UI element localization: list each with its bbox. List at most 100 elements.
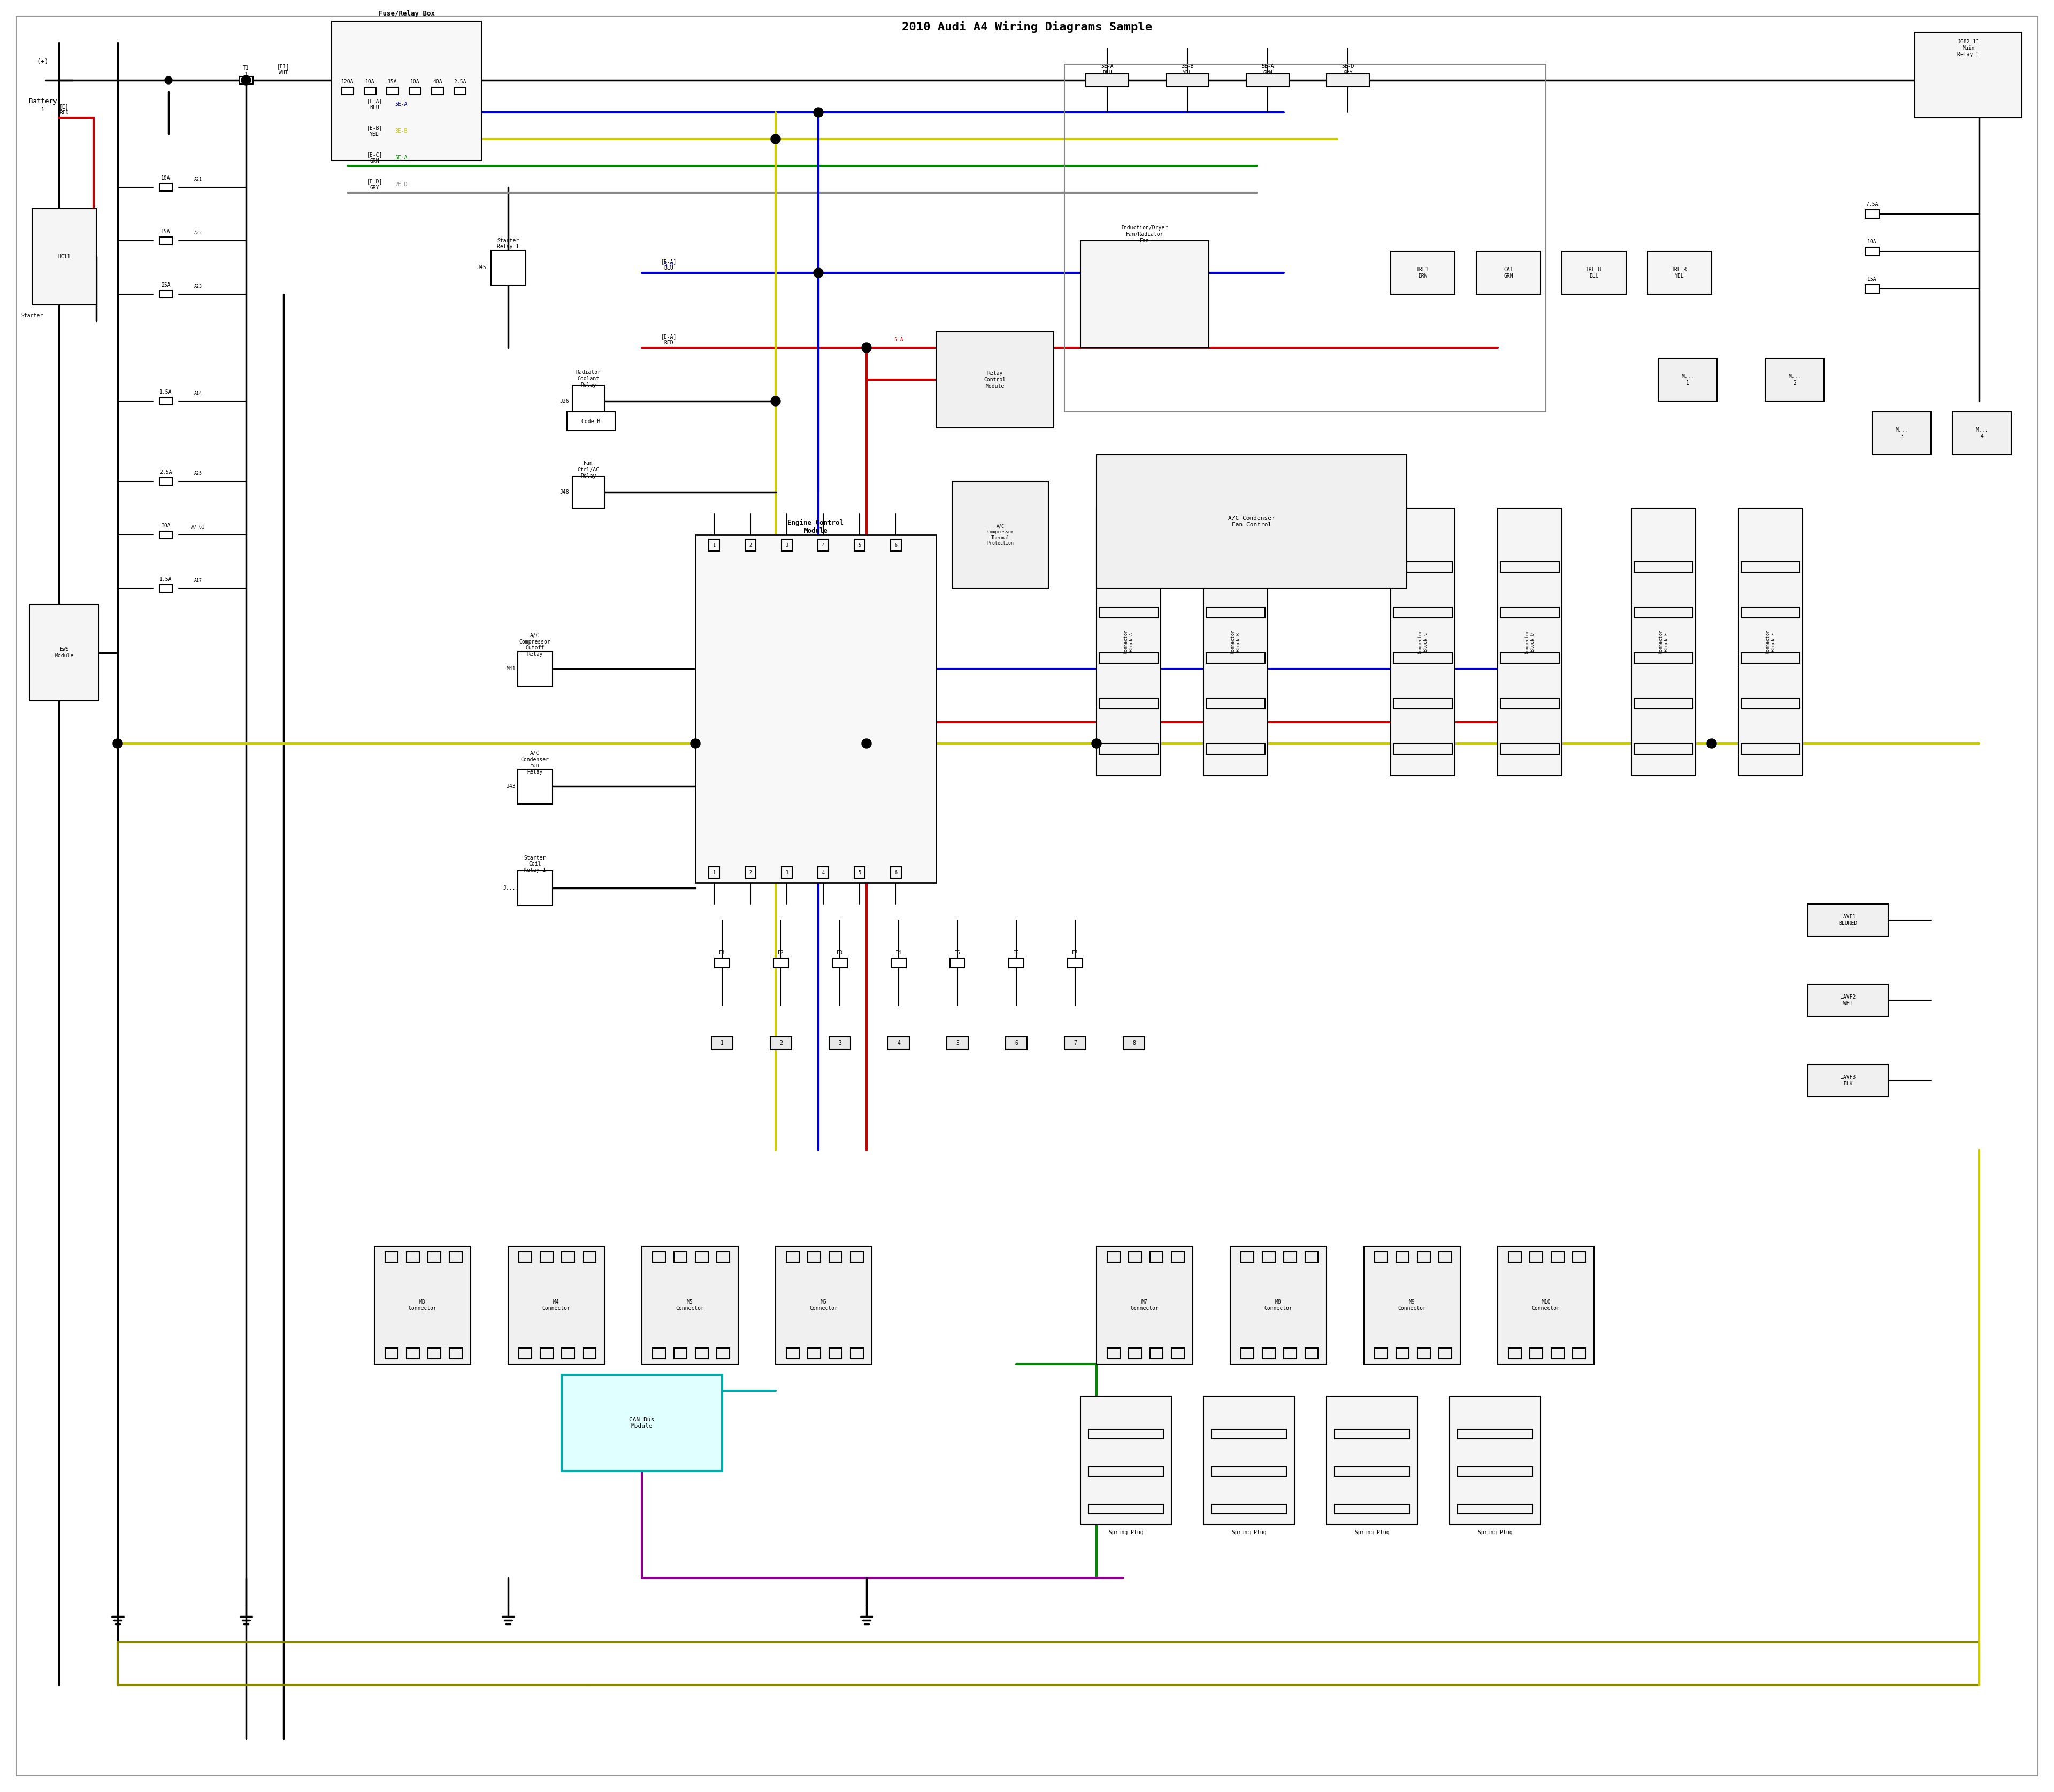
Bar [653,1253,665,1262]
Text: 1: 1 [713,871,715,874]
Bar [407,1253,419,1262]
Bar [709,539,719,550]
Bar [1009,959,1023,968]
Bar [1635,744,1692,754]
Bar [1742,744,1799,754]
Text: T1
1: T1 1 [242,65,249,77]
Bar [891,539,902,550]
Text: Battery: Battery [29,99,58,106]
Bar [1080,1396,1171,1525]
Bar [1417,1348,1430,1358]
Bar [1241,1253,1253,1262]
Bar [1808,1064,1888,1097]
Text: 5-A: 5-A [893,337,904,342]
Text: 3E-B
YEL: 3E-B YEL [1181,65,1193,75]
Text: 4: 4 [898,1041,900,1047]
Bar [427,1348,442,1358]
Bar [160,183,173,192]
Bar [1107,1253,1119,1262]
Bar [160,478,173,486]
Bar [518,650,553,686]
Bar [781,867,793,878]
Bar [386,1253,398,1262]
Bar [1327,73,1370,86]
Bar [1204,1396,1294,1525]
Text: F6: F6 [1013,950,1019,955]
Bar [1573,1253,1586,1262]
Bar [1206,744,1265,754]
Bar [1497,1247,1594,1364]
Bar [1808,903,1888,935]
Text: M...
3: M... 3 [1896,428,1908,439]
Bar [776,1247,871,1364]
Bar [518,871,553,905]
Bar [1635,561,1692,572]
Text: M7
Connector: M7 Connector [1130,1299,1158,1312]
Text: 25A: 25A [160,283,170,289]
Text: A25: A25 [193,471,201,477]
Text: Spring Plug: Spring Plug [1356,1530,1389,1536]
Text: A/C Condenser
Fan Control: A/C Condenser Fan Control [1228,516,1276,527]
Bar [1099,561,1158,572]
Bar [774,959,789,968]
Bar [1263,1348,1276,1358]
Text: IRL1
BRN: IRL1 BRN [1417,267,1430,278]
Text: Spring Plug: Spring Plug [1477,1530,1512,1536]
Bar [29,604,99,701]
Bar [1573,1348,1586,1358]
Bar [160,237,173,244]
Bar [431,88,444,95]
Bar [540,1348,553,1358]
Text: IRL-R
YEL: IRL-R YEL [1672,267,1688,278]
Text: 6: 6 [1015,1041,1019,1047]
Circle shape [113,738,123,749]
Text: A14: A14 [193,391,201,396]
Text: 5E-D
GRY: 5E-D GRY [1341,65,1354,75]
Bar [1304,1348,1319,1358]
Text: [E-A]
BLU: [E-A] BLU [661,260,676,271]
Bar [770,1038,791,1050]
Text: HCl1: HCl1 [58,254,70,260]
Bar [1150,1348,1163,1358]
Bar [717,1253,729,1262]
Text: J48: J48 [559,489,569,495]
Text: 1.5A: 1.5A [160,577,173,582]
Bar [540,1253,553,1262]
Circle shape [863,342,871,353]
Bar [1064,1038,1087,1050]
Text: LAVF1
BLURED: LAVF1 BLURED [1838,914,1857,926]
Bar [1263,1253,1276,1262]
Text: F1: F1 [719,950,725,955]
Bar [1107,1348,1119,1358]
Text: M6
Connector: M6 Connector [809,1299,838,1312]
Bar [160,290,173,297]
Text: A7-61: A7-61 [191,525,205,529]
Text: 8: 8 [1132,1041,1136,1047]
Bar [1551,1253,1563,1262]
Text: Connector
Block E: Connector Block E [1658,629,1668,654]
Text: 2: 2 [750,543,752,548]
Bar [1206,561,1265,572]
Text: 3E-B: 3E-B [394,129,407,134]
Text: Code B: Code B [581,419,600,425]
Bar [1374,1253,1389,1262]
Bar [674,1348,686,1358]
Bar [1530,1253,1543,1262]
Bar [781,539,793,550]
Bar [949,959,965,968]
Text: [E-A]
RED: [E-A] RED [661,333,676,346]
Circle shape [863,738,871,749]
Text: 5E-A
BLU: 5E-A BLU [1101,65,1113,75]
Bar [1440,1253,1452,1262]
Bar [674,1253,686,1262]
Bar [937,332,1054,428]
Bar [1397,1348,1409,1358]
Text: Engine Control
Module: Engine Control Module [787,520,844,534]
Text: A23: A23 [193,283,201,289]
Bar [1171,1253,1185,1262]
Text: A/C
Condenser
Fan
Relay: A/C Condenser Fan Relay [522,751,548,774]
Bar [1499,607,1559,618]
Bar [573,385,604,418]
Bar [1635,699,1692,710]
Bar [1647,251,1711,294]
